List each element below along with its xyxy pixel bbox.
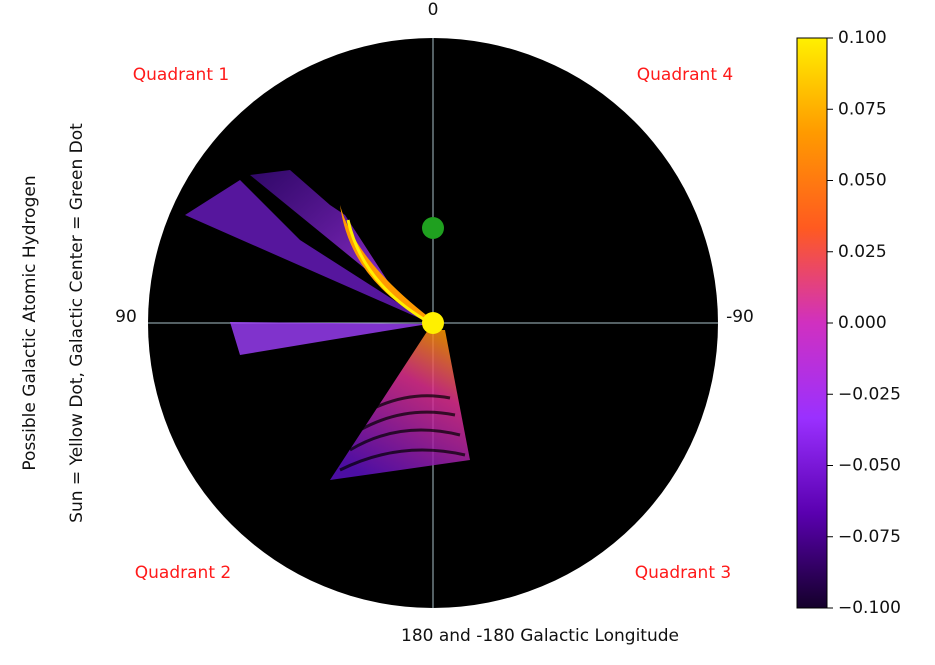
annotation: Quadrant 2 <box>135 563 231 583</box>
sun <box>422 312 444 334</box>
theta-tick-label: -90 <box>726 307 754 327</box>
galactic-center <box>422 217 444 239</box>
colorbar-tick-label: 0.025 <box>838 242 887 262</box>
colorbar-tick-label: 0.050 <box>838 171 887 191</box>
colorbar-tick-label: −0.100 <box>838 598 901 618</box>
annotation: Quadrant 4 <box>637 65 733 85</box>
colorbar-tick-label: −0.025 <box>838 384 901 404</box>
annotation: Quadrant 3 <box>635 563 731 583</box>
y-axis-label: Possible Galactic Atomic Hydrogen <box>20 175 40 470</box>
x-axis-label: 180 and -180 Galactic Longitude <box>401 626 679 646</box>
colorbar <box>796 37 828 609</box>
annotation: Quadrant 1 <box>133 65 229 85</box>
theta-tick-label: 90 <box>115 307 137 327</box>
colorbar-tick-label: 0.075 <box>838 99 887 119</box>
colorbar-tick-label: 0.100 <box>838 28 887 48</box>
theta-tick-label: 0 <box>428 0 439 20</box>
colorbar-tick-label: 0.000 <box>838 313 887 333</box>
y-axis-label: Sun = Yellow Dot, Galactic Center = Gree… <box>67 123 87 523</box>
emission <box>185 170 470 480</box>
colorbar-tick-label: −0.075 <box>838 527 901 547</box>
colorbar-tick-label: −0.050 <box>838 456 901 476</box>
